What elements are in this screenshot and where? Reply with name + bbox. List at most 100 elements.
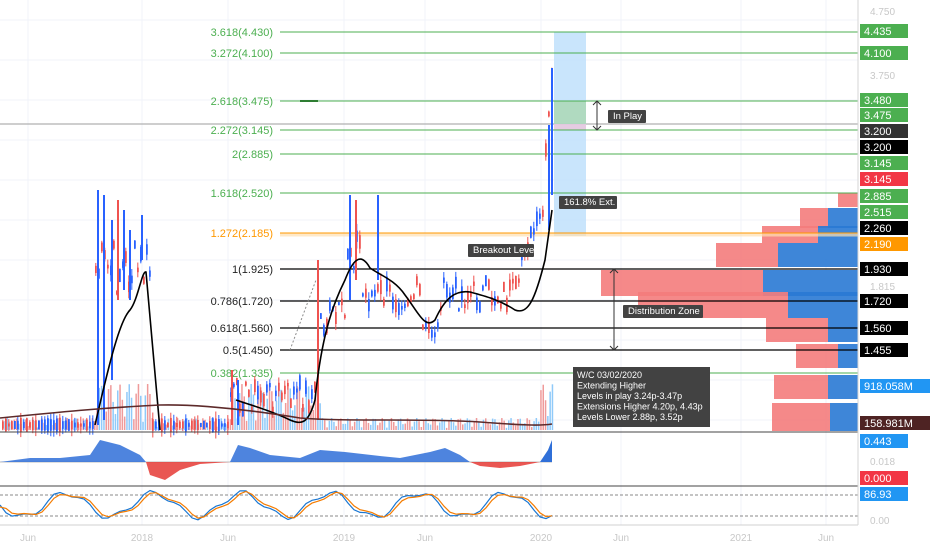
- volume-bar: [393, 422, 395, 430]
- vp-blue-bar: [828, 208, 858, 228]
- price-label: 3.145: [864, 174, 892, 186]
- volume-bar: [243, 396, 245, 430]
- price-label-box: [860, 93, 908, 107]
- volume-bar: [174, 422, 176, 430]
- volume-bar: [163, 423, 165, 430]
- inplay-label-box: [608, 110, 646, 123]
- price-label-box: [860, 124, 908, 138]
- price-tick: 0.00: [870, 516, 890, 527]
- price-label: 2.190: [864, 239, 892, 251]
- candle-body: [275, 390, 277, 397]
- candle-body: [269, 382, 271, 388]
- volume-bar: [353, 421, 356, 430]
- volume-bar: [535, 418, 538, 430]
- volume-bar: [473, 421, 475, 430]
- volume-bar: [6, 418, 9, 430]
- volume-bar: [367, 422, 370, 430]
- candle-body: [215, 418, 217, 432]
- candle-body: [365, 288, 367, 298]
- candle-body: [344, 314, 346, 319]
- volume-bar: [429, 424, 432, 430]
- candle-body: [473, 281, 475, 286]
- volume-bar: [356, 418, 358, 430]
- time-axis: Jun 2018 Jun 2019 Jun 2020 Jun 2021 Jun: [20, 533, 834, 544]
- candle-body: [239, 403, 241, 413]
- volume-bar: [386, 427, 388, 430]
- candle-body: [230, 392, 232, 397]
- price-tick: 3.750: [870, 71, 895, 82]
- volume-bar: [482, 419, 485, 430]
- volume-bar: [305, 387, 308, 430]
- volume-bar: [266, 398, 268, 430]
- volume-bar: [271, 391, 273, 430]
- price-label: 2.885: [864, 191, 892, 203]
- volume-bar: [549, 391, 551, 430]
- fib-label: 2(2.885): [232, 149, 273, 161]
- candle-body: [263, 393, 265, 407]
- price-label: 3.145: [864, 158, 892, 170]
- ma-volume: [0, 404, 553, 426]
- price-label: 0.443: [864, 436, 892, 448]
- price-label-box: [860, 156, 908, 170]
- volume-bar: [462, 424, 464, 430]
- volume-bar: [358, 421, 360, 430]
- volume-bar: [422, 419, 425, 430]
- candle-body: [149, 270, 151, 277]
- time-tick: Jun: [818, 533, 834, 544]
- candle-body: [296, 388, 298, 393]
- fib-label: 1.272(2.185): [211, 228, 273, 240]
- candle-body: [305, 380, 307, 394]
- candle-body: [308, 400, 310, 413]
- volume-bar: [121, 399, 124, 430]
- candle-body: [485, 275, 487, 287]
- volume-bar: [455, 425, 457, 430]
- candle-body: [341, 298, 343, 306]
- candle-body: [503, 281, 505, 292]
- candle-body: [29, 422, 31, 428]
- candle-body: [254, 379, 256, 393]
- candle-body: [20, 417, 22, 433]
- volume-bar: [397, 419, 400, 430]
- volume-bar: [342, 423, 344, 430]
- volume-bar: [146, 384, 149, 430]
- price-label-box: [860, 416, 930, 430]
- volume-bar: [402, 424, 404, 430]
- breakout-label: Breakout Level: [473, 245, 536, 256]
- vp-red-bar: [800, 208, 828, 228]
- volume-bar: [126, 391, 128, 430]
- candle-body: [56, 418, 58, 432]
- volume-bar: [406, 418, 409, 430]
- candle-body: [425, 320, 427, 328]
- candle-body: [206, 422, 208, 428]
- inplay-label: In Play: [613, 111, 642, 122]
- vp-blue-bar: [778, 243, 858, 267]
- candle-body: [500, 303, 502, 309]
- volume-bar: [531, 427, 533, 430]
- candle-body: [272, 406, 274, 413]
- volume-bar: [257, 396, 259, 430]
- price-label-box: [860, 379, 930, 393]
- price-label-box: [860, 321, 908, 335]
- candle-body: [71, 420, 73, 430]
- osc-pos-3: [540, 440, 552, 462]
- vp-red-bar: [772, 403, 830, 431]
- candle-body: [380, 280, 382, 295]
- candle-body: [164, 420, 166, 430]
- vp-blue-bar: [828, 318, 858, 342]
- volume-bar: [268, 384, 271, 430]
- candle-body: [125, 251, 127, 263]
- volume-bar: [264, 417, 266, 430]
- fib-label: 0.382(1.335): [211, 368, 273, 380]
- time-tick: Jun: [417, 533, 433, 544]
- candle-body: [278, 382, 280, 392]
- volume-bar: [388, 420, 390, 430]
- volume-bar: [551, 384, 554, 430]
- candle-body: [362, 293, 364, 297]
- volume-bar: [225, 424, 227, 430]
- volume-bar: [312, 410, 314, 430]
- candle-body: [395, 299, 397, 313]
- vp-red-bar: [838, 193, 858, 207]
- price-label: 3.475: [864, 110, 892, 122]
- volume-bar: [443, 420, 446, 430]
- volume-bar: [544, 400, 547, 430]
